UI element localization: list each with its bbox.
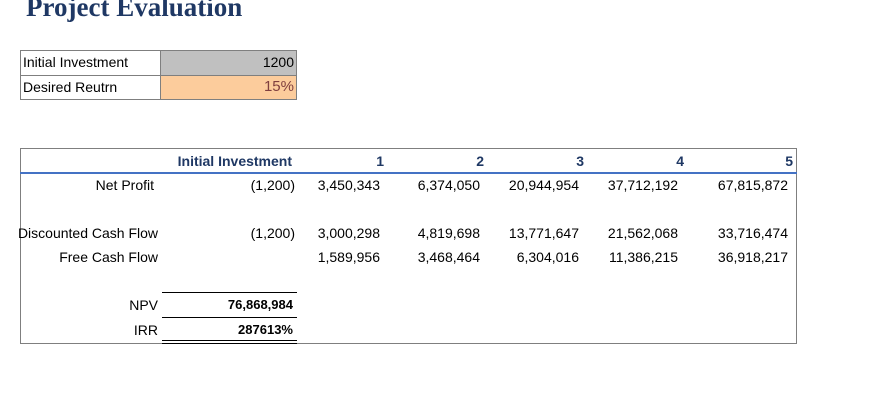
irr-label: IRR bbox=[133, 322, 158, 338]
dcf-year-5: 33,716,474 bbox=[717, 225, 788, 241]
dcf-year-1: 3,000,298 bbox=[317, 225, 380, 241]
net-profit-year-2: 6,374,050 bbox=[417, 177, 480, 193]
dcf-year-2: 4,819,698 bbox=[417, 225, 480, 241]
fcf-year-2: 3,468,464 bbox=[417, 249, 480, 265]
row-label-net-profit: Net Profit bbox=[95, 177, 154, 193]
inputs-row-divider bbox=[20, 75, 297, 76]
header-year-1: 1 bbox=[376, 153, 384, 169]
row-label-free-cash-flow: Free Cash Flow bbox=[59, 249, 158, 265]
page-title: Project Evaluation bbox=[26, 0, 243, 22]
header-year-2: 2 bbox=[476, 153, 484, 169]
net-profit-year-3: 20,944,954 bbox=[508, 177, 579, 193]
header-rule bbox=[20, 172, 797, 174]
dcf-year-3: 13,771,647 bbox=[508, 225, 579, 241]
irr-value: 287613% bbox=[238, 322, 293, 337]
header-initial-investment: Initial Investment bbox=[177, 153, 292, 169]
inputs-column-divider bbox=[160, 50, 161, 100]
irr-double-rule-1 bbox=[162, 340, 297, 341]
header-year-3: 3 bbox=[576, 153, 584, 169]
dcf-year-4: 21,562,068 bbox=[607, 225, 678, 241]
row-label-discounted-cash-flow: Discounted Cash Flow bbox=[17, 225, 158, 241]
dcf-initial: (1,200) bbox=[250, 225, 295, 241]
evaluation-table bbox=[20, 148, 797, 344]
fcf-year-4: 11,386,215 bbox=[608, 249, 678, 265]
npv-value: 76,868,984 bbox=[227, 297, 293, 312]
fcf-year-3: 6,304,016 bbox=[516, 249, 579, 265]
header-year-5: 5 bbox=[785, 153, 793, 169]
net-profit-year-5: 67,815,872 bbox=[717, 177, 788, 193]
npv-bottom-rule bbox=[162, 317, 297, 318]
desired-return-value[interactable]: 15% bbox=[160, 75, 297, 100]
fcf-year-5: 36,918,217 bbox=[717, 249, 788, 265]
net-profit-year-1: 3,450,343 bbox=[317, 177, 380, 193]
npv-label: NPV bbox=[129, 297, 158, 313]
initial-investment-value[interactable]: 1200 bbox=[160, 50, 297, 75]
net-profit-initial: (1,200) bbox=[250, 177, 295, 193]
header-year-4: 4 bbox=[676, 153, 684, 169]
initial-investment-label: Initial Investment bbox=[23, 54, 129, 70]
npv-top-rule bbox=[162, 292, 297, 293]
irr-double-rule-2 bbox=[162, 343, 297, 344]
fcf-year-1: 1,589,956 bbox=[317, 249, 380, 265]
net-profit-year-4: 37,712,192 bbox=[607, 177, 678, 193]
desired-return-label: Desired Reutrn bbox=[23, 79, 118, 95]
